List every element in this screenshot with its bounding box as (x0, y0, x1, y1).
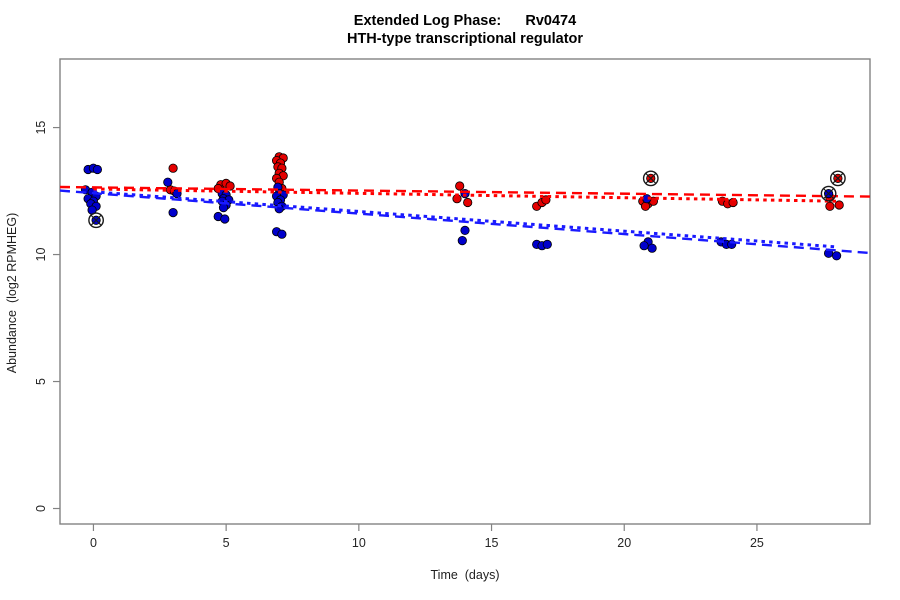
outlier-ring (820, 185, 837, 202)
red-fit-trend-line[interactable] (93, 187, 837, 203)
y-tick-label: 5 (34, 378, 48, 385)
blue-fit-trend-line[interactable] (93, 190, 837, 249)
blue-data-point[interactable] (92, 164, 103, 175)
x-tick-label: 10 (352, 536, 366, 550)
blue-data-point[interactable] (647, 243, 657, 253)
outlier-ring (88, 212, 104, 229)
red-data-point[interactable] (825, 201, 835, 211)
outlier-ring-cross (90, 214, 102, 226)
outlier-ring (829, 170, 846, 187)
red-data-point[interactable] (834, 200, 844, 210)
red-data-point[interactable] (168, 163, 178, 173)
blue-data-point[interactable] (163, 177, 173, 187)
red-abline-trend-line[interactable] (59, 185, 871, 198)
chart-subtitle: HTH-type transcriptional regulator (346, 31, 584, 47)
y-tick-label: 15 (34, 121, 48, 135)
plot-border (59, 58, 871, 525)
y-tick-label: 0 (34, 505, 48, 512)
outlier-ring-cross (832, 172, 844, 184)
outlier-ring-cross (823, 188, 835, 200)
x-tick-label: 20 (617, 536, 631, 550)
x-tick-label: 5 (223, 536, 230, 550)
blue-data-point[interactable] (460, 225, 470, 235)
chart-title: Extended Log Phase: Rv0474 (353, 13, 577, 29)
blue-data-point[interactable] (168, 208, 178, 218)
blue-data-point[interactable] (542, 239, 552, 249)
y-axis-label: Abundance (log2 RPMHEG) (5, 212, 19, 374)
x-tick-label: 0 (90, 536, 97, 550)
blue-data-point[interactable] (218, 203, 229, 213)
red-data-point[interactable] (640, 201, 651, 211)
x-axis-label: Time (days) (430, 568, 500, 582)
red-data-point[interactable] (455, 181, 465, 191)
x-tick-label: 25 (750, 536, 764, 550)
blue-data-point[interactable] (457, 236, 467, 246)
x-tick-label: 15 (485, 536, 499, 550)
outlier-ring-cross (645, 172, 657, 184)
red-data-point[interactable] (463, 197, 473, 208)
blue-data-point[interactable] (639, 241, 649, 251)
blue-data-point[interactable] (220, 214, 230, 224)
blue-data-point[interactable] (277, 229, 287, 239)
blue-data-point[interactable] (831, 251, 842, 261)
y-tick-label: 10 (34, 248, 48, 262)
blue-abline-trend-line[interactable] (59, 189, 871, 255)
outlier-ring (642, 170, 659, 187)
